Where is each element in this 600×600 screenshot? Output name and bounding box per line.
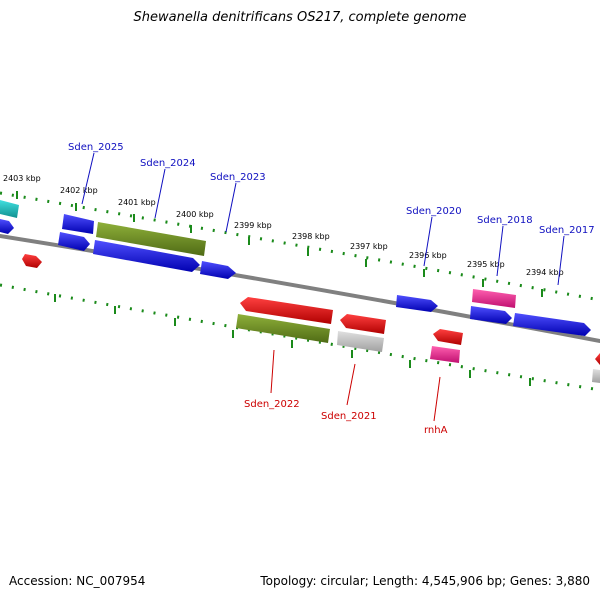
gene-arrow-cyan	[0, 200, 19, 218]
callout-line	[423, 216, 433, 267]
callout-line	[81, 152, 95, 205]
kbp-label: 2401 kbp	[118, 198, 156, 207]
gene-label: Sden_2020	[406, 206, 462, 217]
kbp-label: 2402 kbp	[60, 186, 98, 195]
gene-label: Sden_2025	[68, 142, 124, 153]
kbp-label: 2396 kbp	[409, 251, 447, 260]
kbp-label: 2395 kbp	[467, 260, 505, 269]
callout-line	[154, 168, 166, 219]
callout-line	[270, 349, 275, 394]
callout-line	[225, 182, 237, 233]
gene-arrow-blue	[93, 240, 200, 272]
gene-arrow-red	[595, 353, 600, 365]
gene-label: Sden_2023	[210, 172, 266, 183]
gene-arrow-gray	[592, 369, 600, 383]
gene-arrow-sden-2018	[472, 289, 516, 308]
kbp-tick-track	[0, 191, 600, 302]
gene-arrow-sden-2023	[200, 261, 236, 279]
genome-title: Shewanella denitrificans OS217, complete…	[133, 10, 467, 25]
gene-label: Sden_2022	[244, 399, 300, 410]
gene-arrow-sden-2017	[513, 313, 591, 336]
gene-label: Sden_2018	[477, 215, 533, 226]
callout-line	[557, 235, 565, 286]
gene-arrow-blue	[58, 232, 90, 251]
gene-arrow-sden-2024	[96, 222, 206, 256]
kbp-label: 2394 kbp	[526, 268, 564, 277]
gene-arrow-sden-2021-upper	[340, 314, 386, 334]
gene-arrow-rnha-upper	[433, 329, 463, 345]
kbp-label: 2400 kbp	[176, 210, 214, 219]
topology-label: Topology: circular; Length: 4,545,906 bp…	[260, 574, 590, 588]
callout-line	[346, 363, 356, 406]
gene-label: Sden_2017	[539, 225, 595, 236]
kbp-label: 2397 kbp	[350, 242, 388, 251]
accession-label: Accession: NC_007954	[9, 574, 146, 588]
callout-line	[496, 225, 504, 277]
gene-arrow-sden-2022	[236, 314, 330, 343]
gene-arrow-blue	[0, 219, 14, 234]
lower-major-ticks	[54, 294, 531, 386]
gene-label: rnhA	[424, 425, 448, 436]
gene-arrow-sden-2020	[396, 295, 438, 312]
callout-line	[433, 376, 441, 422]
gene-arrow-blue	[470, 306, 512, 324]
kbp-major-ticks	[16, 191, 543, 297]
kbp-label: 2398 kbp	[292, 232, 330, 241]
gene-label: Sden_2024	[140, 158, 196, 169]
gene-label: Sden_2021	[321, 411, 377, 422]
lower-tick-track	[0, 283, 600, 392]
kbp-label: 2403 kbp	[3, 174, 41, 183]
gene-arrow-sden-2025	[62, 214, 94, 234]
gene-arrow-red	[22, 254, 42, 268]
gene-arrow-sden-2021	[337, 331, 384, 352]
kbp-label: 2399 kbp	[234, 221, 272, 230]
gene-arrow-sden-2022-upper	[240, 297, 333, 324]
gene-arrow-rnha	[430, 346, 460, 363]
